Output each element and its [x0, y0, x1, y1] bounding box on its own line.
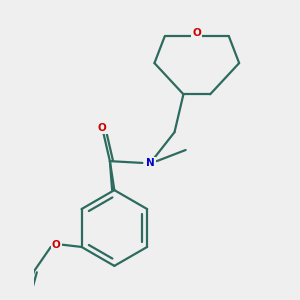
Text: O: O	[192, 28, 201, 38]
Text: O: O	[98, 123, 107, 133]
Text: O: O	[52, 240, 61, 250]
Text: N: N	[146, 158, 154, 168]
